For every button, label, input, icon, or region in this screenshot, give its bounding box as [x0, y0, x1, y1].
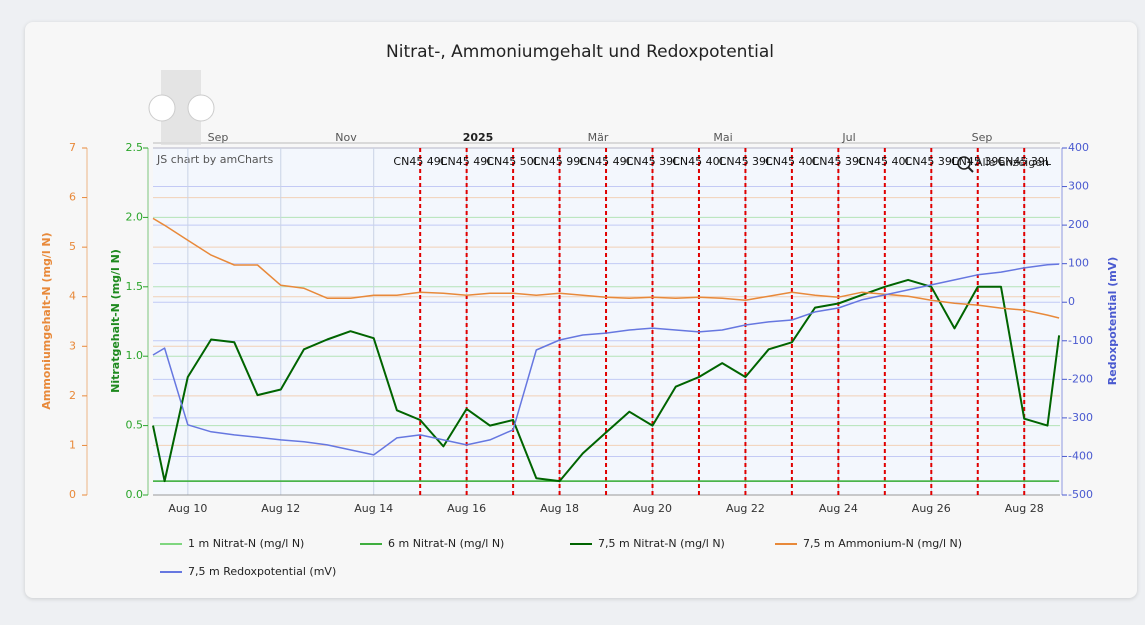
y-tick-label: 1.5	[126, 280, 144, 293]
y-axis-label: Nitratgehalt-N (mg/l N)	[109, 249, 122, 393]
marker-label: CN45 39L	[997, 155, 1051, 168]
y2-tick-label: -400	[1068, 449, 1093, 462]
zoom-button[interactable]: Alle anzeigen	[975, 156, 1049, 169]
navigator-handle[interactable]	[187, 94, 215, 122]
marker-label: CN45 99L	[533, 155, 587, 168]
navigator-label: Mai	[713, 131, 732, 144]
marker-label: CN45 39L	[626, 155, 680, 168]
marker-label: CN45 40L	[672, 155, 726, 168]
marker-label: CN45 39L	[905, 155, 959, 168]
y3-axis-label: Ammoniumgehalt-N (mg/l N)	[40, 232, 53, 409]
y-tick-label: 2.0	[126, 210, 144, 223]
legend-label[interactable]: 1 m Nitrat-N (mg/l N)	[188, 537, 304, 550]
marker-label: CN45 39L	[812, 155, 866, 168]
x-tick-label: Aug 26	[912, 502, 951, 515]
x-tick-label: Aug 10	[168, 502, 207, 515]
y3-tick-label: 3	[69, 339, 76, 352]
series-line	[152, 263, 1060, 456]
y-tick-label: 0.5	[126, 419, 144, 432]
y3-tick-label: 0	[69, 488, 76, 501]
legend-label[interactable]: 7,5 m Nitrat-N (mg/l N)	[598, 537, 725, 550]
credit[interactable]: JS chart by amCharts	[156, 153, 273, 166]
navigator	[153, 70, 1060, 145]
x-tick-label: Aug 18	[540, 502, 579, 515]
series-line	[152, 217, 1060, 319]
x-tick-label: Aug 14	[354, 502, 393, 515]
y3-tick-label: 1	[69, 438, 76, 451]
series-line	[152, 278, 1061, 483]
marker-label: CN45 39L	[719, 155, 773, 168]
marker-label: CN45 40L	[765, 155, 819, 168]
chart-title: Nitrat-, Ammoniumgehalt und Redoxpotenti…	[386, 42, 774, 62]
y2-tick-label: 400	[1068, 141, 1089, 154]
x-tick-label: Aug 22	[726, 502, 765, 515]
y2-tick-label: -100	[1068, 334, 1093, 347]
y2-tick-label: 200	[1068, 218, 1089, 231]
navigator-label: 2025	[463, 131, 494, 144]
x-tick-label: Aug 16	[447, 502, 486, 515]
y2-axis-label: Redoxpotential (mV)	[1106, 257, 1119, 386]
navigator-label: Sep	[972, 131, 993, 144]
y2-tick-label: 300	[1068, 180, 1089, 193]
marker-label: CN45 40L	[858, 155, 912, 168]
y3-tick-label: 5	[69, 240, 76, 253]
navigator-handle[interactable]	[148, 94, 176, 122]
zoom-icon[interactable]	[967, 166, 974, 173]
navigator-label: Sep	[208, 131, 229, 144]
y3-tick-label: 4	[69, 290, 76, 303]
x-tick-label: Aug 12	[261, 502, 300, 515]
navigator-label: Nov	[335, 131, 357, 144]
y3-tick-label: 2	[69, 389, 76, 402]
y2-tick-label: -300	[1068, 411, 1093, 424]
navigator-label: Mär	[588, 131, 609, 144]
y2-tick-label: 0	[1068, 295, 1075, 308]
marker-label: CN45 49L	[579, 155, 633, 168]
y2-tick-label: -200	[1068, 372, 1093, 385]
marker-label: CN45 39L	[951, 155, 1005, 168]
legend-label[interactable]: 6 m Nitrat-N (mg/l N)	[388, 537, 504, 550]
x-tick-label: Aug 24	[819, 502, 858, 515]
zoom-icon[interactable]	[957, 156, 971, 170]
y2-tick-label: 100	[1068, 257, 1089, 270]
marker-label: CN45 49L	[393, 155, 447, 168]
x-tick-label: Aug 20	[633, 502, 672, 515]
legend-label[interactable]: 7,5 m Redoxpotential (mV)	[188, 565, 336, 578]
marker-label: CN45 49L	[440, 155, 494, 168]
navigator-label: Jul	[841, 131, 855, 144]
marker-label: CN45 50L	[486, 155, 540, 168]
y2-tick-label: -500	[1068, 488, 1093, 501]
legend-label[interactable]: 7,5 m Ammonium-N (mg/l N)	[803, 537, 962, 550]
y-tick-label: 1.0	[126, 349, 144, 362]
y3-tick-label: 7	[69, 141, 76, 154]
y3-tick-label: 6	[69, 191, 76, 204]
y-tick-label: 0.0	[126, 488, 144, 501]
y-tick-label: 2.5	[126, 141, 144, 154]
x-tick-label: Aug 28	[1005, 502, 1044, 515]
